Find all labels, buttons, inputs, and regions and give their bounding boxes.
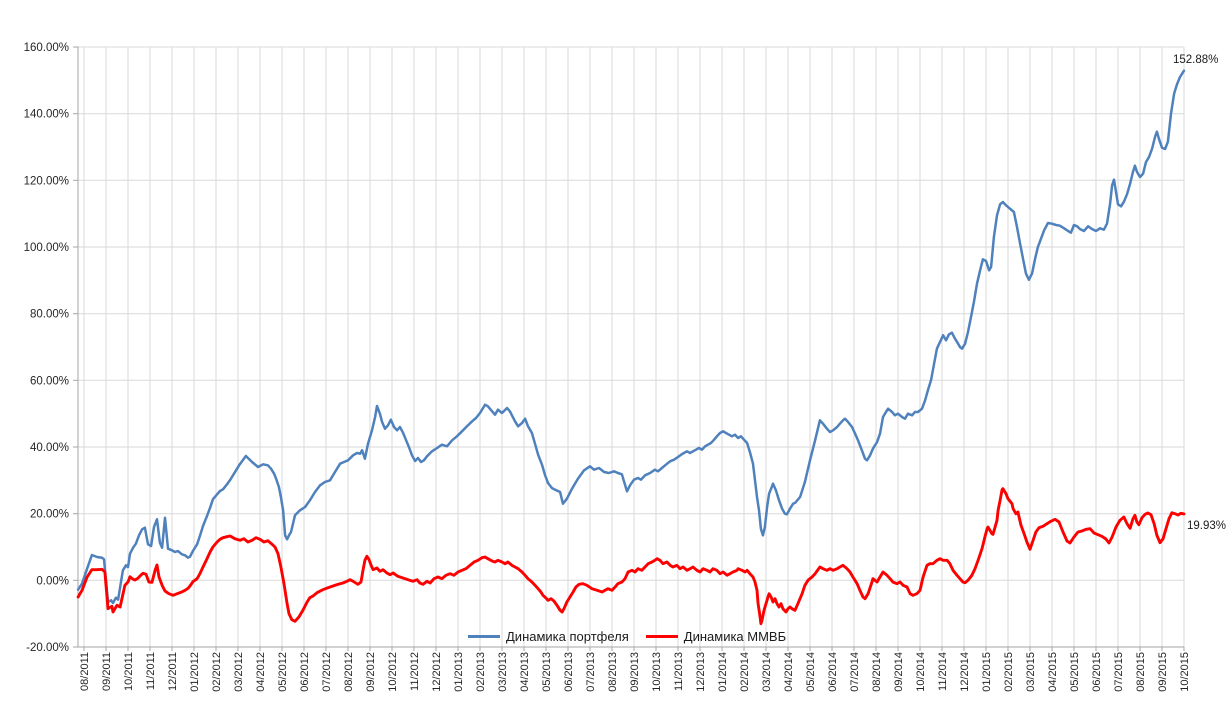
svg-text:05/2014: 05/2014 [805, 652, 817, 692]
svg-text:10/2015: 10/2015 [1179, 652, 1191, 692]
y-axis-tick-labels: 160.00% 140.00% 120.00% 100.00% 80.00% 60.00%… [24, 42, 69, 654]
svg-text:08/2012: 08/2012 [343, 652, 355, 692]
svg-text:11/2013: 11/2013 [673, 652, 685, 691]
svg-text:11/2011: 11/2011 [145, 652, 157, 690]
svg-text:07/2013: 07/2013 [585, 652, 597, 692]
svg-text:05/2015: 05/2015 [1069, 652, 1081, 692]
svg-text:04/2013: 04/2013 [519, 652, 531, 692]
series-line-micex [76, 487, 1186, 626]
svg-text:06/2014: 06/2014 [827, 652, 839, 692]
series-line-portfolio [76, 69, 1186, 605]
legend-item-portfolio: Динамика портфеля [468, 629, 629, 644]
svg-text:02/2012: 02/2012 [211, 652, 223, 692]
horizontal-gridlines [78, 46, 1184, 581]
svg-text:160.00%: 160.00% [24, 42, 69, 54]
svg-text:10/2013: 10/2013 [651, 652, 663, 692]
svg-text:09/2014: 09/2014 [893, 652, 905, 692]
svg-text:08/2014: 08/2014 [871, 652, 883, 692]
svg-text:01/2014: 01/2014 [717, 652, 729, 692]
svg-text:04/2015: 04/2015 [1047, 652, 1059, 692]
svg-text:07/2014: 07/2014 [849, 652, 861, 692]
svg-text:09/2012: 09/2012 [365, 652, 377, 692]
svg-text:06/2013: 06/2013 [563, 652, 575, 692]
legend-label-portfolio: Динамика портфеля [506, 629, 629, 644]
svg-text:09/2013: 09/2013 [629, 652, 641, 692]
svg-text:03/2012: 03/2012 [233, 652, 245, 692]
svg-text:80.00%: 80.00% [30, 309, 69, 321]
svg-text:04/2014: 04/2014 [783, 652, 795, 692]
svg-text:100.00%: 100.00% [24, 242, 69, 254]
x-axis-tick-labels: 08/2011 09/2011 10/2011 11/2011 12/2011 01/20… [79, 652, 1191, 692]
legend-item-micex: Динамика ММВБ [645, 629, 787, 644]
svg-text:03/2013: 03/2013 [497, 652, 509, 692]
svg-text:07/2015: 07/2015 [1113, 652, 1125, 692]
svg-text:08/2015: 08/2015 [1135, 652, 1147, 692]
svg-text:10/2014: 10/2014 [915, 652, 927, 692]
svg-text:10/2011: 10/2011 [123, 652, 135, 691]
axes [73, 46, 1185, 651]
svg-text:12/2013: 12/2013 [695, 652, 707, 692]
svg-text:01/2015: 01/2015 [981, 652, 993, 692]
svg-text:10/2012: 10/2012 [387, 652, 399, 692]
svg-text:01/2012: 01/2012 [189, 652, 201, 692]
svg-text:09/2015: 09/2015 [1157, 652, 1169, 692]
legend-line-micex-icon [645, 635, 678, 638]
svg-text:03/2014: 03/2014 [761, 652, 773, 692]
svg-text:12/2014: 12/2014 [959, 652, 971, 692]
svg-text:05/2012: 05/2012 [277, 652, 289, 692]
svg-text:140.00%: 140.00% [24, 109, 69, 121]
svg-text:01/2013: 01/2013 [453, 652, 465, 692]
svg-text:03/2015: 03/2015 [1025, 652, 1037, 692]
svg-text:20.00%: 20.00% [30, 509, 69, 521]
svg-text:11/2014: 11/2014 [937, 652, 949, 691]
svg-text:-20.00%: -20.00% [26, 642, 69, 654]
svg-text:06/2012: 06/2012 [299, 652, 311, 692]
legend-label-micex: Динамика ММВБ [683, 629, 787, 644]
svg-text:02/2014: 02/2014 [739, 652, 751, 692]
svg-text:11/2012: 11/2012 [409, 652, 421, 691]
svg-text:12/2012: 12/2012 [431, 652, 443, 692]
series-end-label-micex: 19.93% [1187, 520, 1227, 532]
svg-text:05/2013: 05/2013 [541, 652, 553, 692]
svg-text:04/2012: 04/2012 [255, 652, 267, 692]
svg-text:09/2011: 09/2011 [101, 652, 113, 691]
svg-text:02/2013: 02/2013 [475, 652, 487, 692]
svg-text:40.00%: 40.00% [30, 442, 69, 454]
svg-text:06/2015: 06/2015 [1091, 652, 1103, 692]
svg-text:08/2011: 08/2011 [79, 652, 91, 691]
vertical-gridlines [83, 47, 1185, 647]
series-end-label-portfolio: 152.88% [1173, 54, 1219, 66]
svg-text:0.00%: 0.00% [36, 575, 69, 587]
legend: Динамика портфеля Динамика ММВБ [468, 629, 786, 644]
svg-text:08/2013: 08/2013 [607, 652, 619, 692]
svg-text:120.00%: 120.00% [24, 175, 69, 187]
legend-line-portfolio-icon [468, 635, 500, 638]
svg-text:12/2011: 12/2011 [167, 652, 179, 691]
svg-text:60.00%: 60.00% [30, 375, 69, 387]
svg-text:07/2012: 07/2012 [321, 652, 333, 692]
svg-text:02/2015: 02/2015 [1003, 652, 1015, 692]
